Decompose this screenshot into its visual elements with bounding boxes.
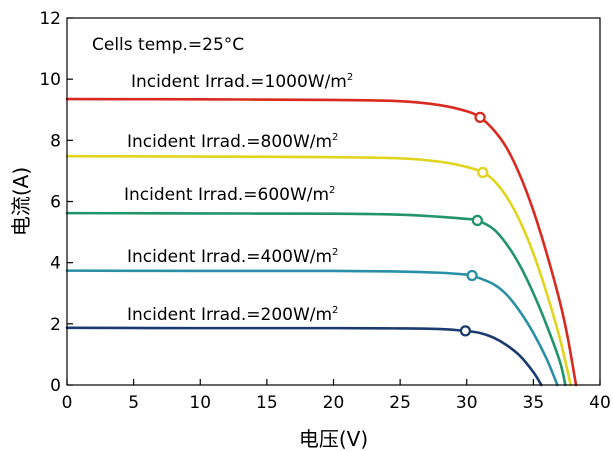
series-label-sup: 2 bbox=[347, 72, 353, 83]
x-axis-title: 电压(V) bbox=[299, 427, 368, 451]
series-label: Incident Irrad.=800W/m2 bbox=[127, 132, 338, 152]
iv-curve-series-1 bbox=[65, 97, 578, 387]
series-label: Incident Irrad.=600W/m2 bbox=[124, 185, 335, 205]
y-tick-label: 8 bbox=[50, 131, 61, 151]
series-label-text: Incident Irrad.=1000W/m bbox=[131, 72, 347, 92]
y-axis-ticks: 0 2 4 6 8 10 12 bbox=[39, 9, 73, 396]
mpp-marker bbox=[474, 111, 486, 124]
x-tick-label: 30 bbox=[456, 393, 478, 413]
x-tick-label: 20 bbox=[323, 393, 345, 413]
mpp-marker bbox=[471, 214, 484, 227]
temperature-annotation: Cells temp.=25°C bbox=[92, 35, 244, 55]
x-axis-ticks: 0 5 10 15 20 25 30 35 40 bbox=[62, 379, 611, 413]
x-tick-label: 40 bbox=[589, 393, 611, 413]
y-tick-label: 12 bbox=[39, 9, 61, 29]
series-label-sup: 2 bbox=[332, 247, 338, 258]
y-tick-label: 10 bbox=[39, 70, 61, 90]
series-label-text: Incident Irrad.=200W/m bbox=[127, 305, 332, 325]
series-label-sup: 2 bbox=[332, 305, 338, 316]
x-tick-label: 15 bbox=[256, 393, 278, 413]
y-axis-title: 电流(A) bbox=[9, 167, 33, 236]
x-tick-label: 5 bbox=[128, 393, 139, 413]
y-tick-label: 0 bbox=[50, 376, 61, 396]
y-tick-label: 6 bbox=[50, 193, 61, 213]
x-tick-label: 10 bbox=[189, 393, 211, 413]
series-label-text: Incident Irrad.=600W/m bbox=[124, 185, 329, 205]
mpp-marker bbox=[477, 166, 489, 179]
series-label-text: Incident Irrad.=800W/m bbox=[127, 132, 332, 152]
y-tick-label: 2 bbox=[50, 315, 61, 335]
iv-curve-series-5 bbox=[65, 326, 543, 387]
x-tick-label: 25 bbox=[389, 393, 411, 413]
series-label: Incident Irrad.=200W/m2 bbox=[127, 305, 338, 325]
series-label-text: Incident Irrad.=400W/m bbox=[127, 247, 332, 267]
series-label-sup: 2 bbox=[329, 185, 335, 196]
series-label: Incident Irrad.=1000W/m2 bbox=[131, 72, 353, 92]
x-tick-label: 35 bbox=[523, 393, 545, 413]
series-label-sup: 2 bbox=[332, 132, 338, 143]
iv-curve-series-3 bbox=[65, 211, 567, 387]
mpp-marker bbox=[459, 325, 472, 337]
y-tick-label: 4 bbox=[50, 254, 61, 274]
mpp-markers-layer bbox=[459, 111, 489, 337]
x-tick-label: 0 bbox=[62, 393, 73, 413]
mpp-marker bbox=[466, 269, 478, 282]
series-label: Incident Irrad.=400W/m2 bbox=[127, 247, 338, 267]
